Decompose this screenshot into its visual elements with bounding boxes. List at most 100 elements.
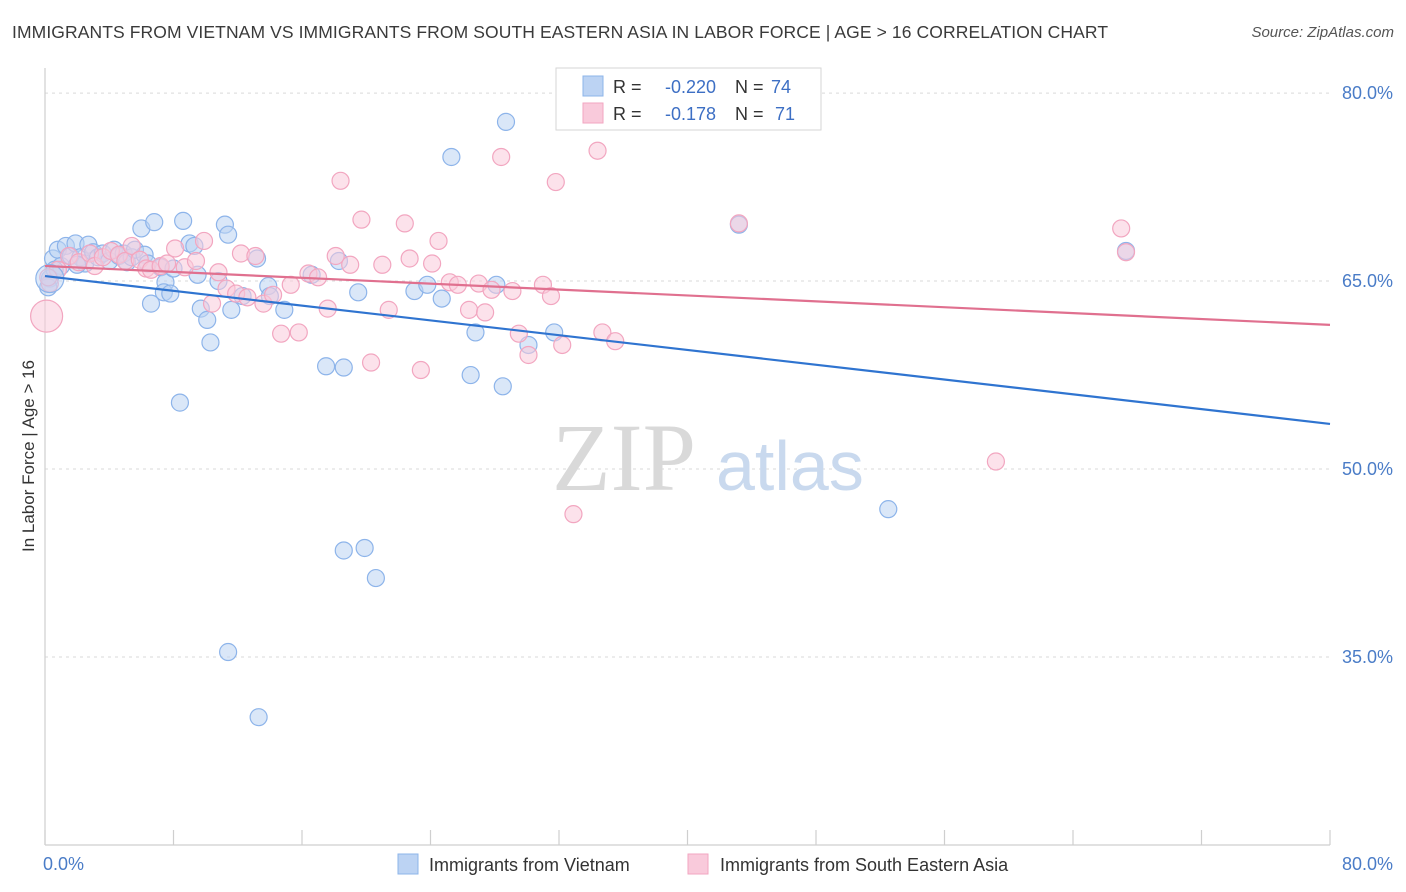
- stats-r-label-sea: R =: [613, 104, 642, 124]
- y-tick-label: 65.0%: [1342, 271, 1393, 291]
- data-point: [331, 171, 350, 190]
- data-point: [564, 505, 583, 524]
- data-point: [174, 211, 193, 230]
- gridlines: [45, 92, 1330, 658]
- data-point: [482, 280, 501, 299]
- y-tick-label: 80.0%: [1342, 83, 1393, 103]
- data-point: [209, 263, 228, 282]
- chart-source: Source: ZipAtlas.com: [1251, 24, 1394, 41]
- watermark-atlas: atlas: [716, 427, 864, 505]
- data-point: [201, 333, 220, 352]
- stats-r-value-vietnam: -0.220: [665, 77, 716, 97]
- data-point: [272, 324, 291, 343]
- chart-title: IMMIGRANTS FROM VIETNAM VS IMMIGRANTS FR…: [12, 22, 1109, 42]
- data-point: [157, 254, 177, 273]
- data-point: [476, 303, 495, 322]
- data-point: [461, 365, 480, 385]
- data-point: [1116, 243, 1136, 262]
- watermark-zip: ZIP: [552, 404, 696, 511]
- stats-r-value-sea: -0.178: [665, 104, 716, 124]
- data-point: [986, 452, 1006, 471]
- y-tick-labels: 80.0% 65.0% 50.0% 35.0%: [1342, 83, 1393, 667]
- data-point: [355, 538, 374, 558]
- stats-swatch-sea: [582, 102, 604, 124]
- trend-lines: [44, 264, 1331, 426]
- data-point: [729, 214, 749, 233]
- y-tick-label: 35.0%: [1342, 647, 1393, 667]
- x-minor-ticks: [44, 830, 1331, 845]
- data-point: [326, 246, 345, 266]
- data-point: [373, 255, 392, 274]
- data-point: [141, 294, 161, 313]
- data-point: [170, 393, 190, 412]
- data-point: [400, 249, 419, 268]
- stats-n-value-vietnam: 74: [771, 77, 791, 97]
- x-tick-label: 80.0%: [1342, 854, 1393, 874]
- data-point: [459, 300, 479, 319]
- data-point: [492, 147, 511, 167]
- data-point: [341, 255, 360, 274]
- data-point: [166, 239, 185, 258]
- data-point: [352, 210, 371, 229]
- stats-swatch-vietnam: [582, 75, 604, 97]
- data-point: [442, 147, 461, 167]
- data-point: [429, 231, 448, 251]
- data-point: [246, 246, 265, 266]
- data-point: [366, 568, 385, 588]
- data-point: [145, 213, 164, 232]
- data-point: [122, 236, 141, 256]
- data-point: [493, 377, 512, 396]
- data-point: [553, 335, 572, 355]
- data-point: [316, 357, 336, 376]
- stats-n-value-sea: 71: [775, 104, 795, 124]
- data-point: [349, 283, 368, 302]
- legend-swatch-vietnam: [397, 853, 419, 875]
- stats-box: R = -0.220 N = 74 R = -0.178 N = 71: [555, 67, 822, 131]
- data-point: [198, 310, 217, 329]
- data-point: [334, 541, 353, 560]
- data-point: [466, 323, 485, 342]
- data-point: [186, 251, 206, 271]
- watermark: ZIP atlas: [552, 404, 864, 511]
- x-tick-labels: 0.0% 80.0%: [43, 854, 1393, 874]
- stats-n-label-sea: N =: [735, 104, 764, 124]
- y-tick-label: 50.0%: [1342, 459, 1393, 479]
- data-point: [281, 275, 300, 294]
- y-axis-title: In Labor Force | Age > 16: [19, 360, 38, 552]
- data-point: [423, 254, 442, 273]
- data-point: [219, 642, 238, 662]
- data-point: [219, 225, 238, 244]
- data-point: [361, 353, 381, 372]
- legend-label-sea: Immigrants from South Eastern Asia: [720, 855, 1009, 875]
- legend: Immigrants from Vietnam Immigrants from …: [397, 853, 1009, 875]
- data-point: [222, 300, 241, 319]
- data-point: [519, 345, 538, 365]
- data-point: [249, 708, 268, 727]
- data-point: [509, 324, 528, 343]
- legend-label-vietnam: Immigrants from Vietnam: [429, 855, 630, 875]
- trend-line-sea: [44, 264, 1331, 327]
- data-point: [1112, 219, 1131, 238]
- legend-swatch-sea: [687, 853, 709, 875]
- data-point: [30, 299, 64, 333]
- data-point: [194, 231, 214, 251]
- data-point: [334, 358, 353, 377]
- data-point: [238, 288, 257, 307]
- data-point: [496, 112, 516, 131]
- stats-n-label-vietnam: N =: [735, 77, 764, 97]
- data-point: [879, 500, 898, 519]
- data-point: [395, 214, 414, 233]
- stats-r-label-vietnam: R =: [613, 77, 642, 97]
- data-point: [275, 300, 294, 319]
- data-point: [289, 323, 308, 342]
- data-point: [503, 281, 522, 301]
- data-point: [161, 284, 180, 303]
- x-tick-label: 0.0%: [43, 854, 84, 874]
- data-point: [411, 360, 430, 380]
- data-point: [588, 141, 607, 160]
- data-point: [546, 172, 565, 192]
- trend-line-vietnam: [44, 274, 1331, 426]
- data-point: [202, 294, 222, 313]
- data-point: [432, 289, 451, 308]
